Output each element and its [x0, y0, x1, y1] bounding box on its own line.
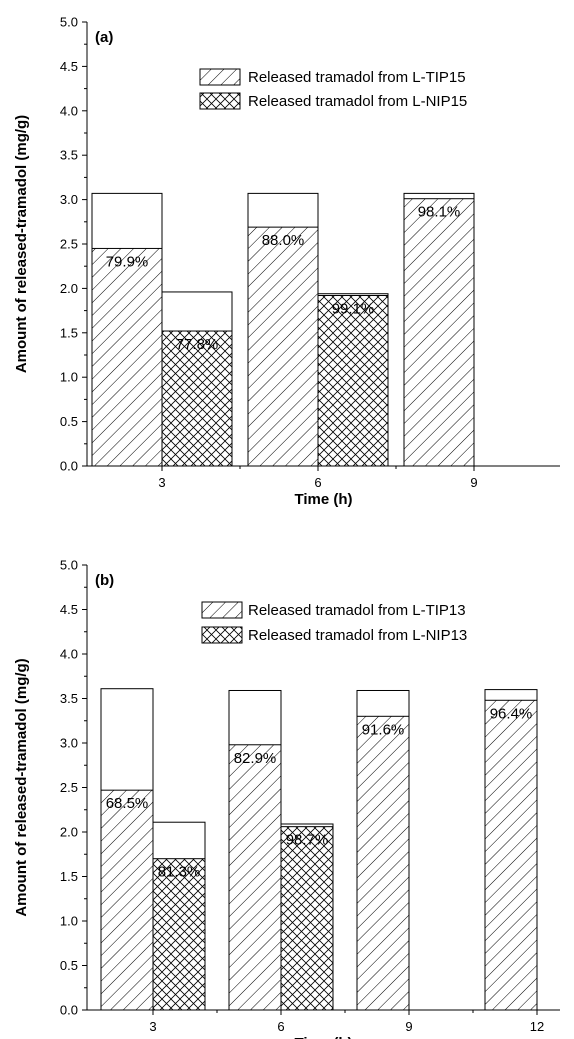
- bar-percent-label: 88.0%: [262, 232, 305, 249]
- y-axis-title: Amount of released-tramadol (mg/g): [13, 658, 30, 916]
- bar-percent-label: 77.8%: [176, 336, 219, 353]
- x-tick-label: 6: [314, 475, 321, 490]
- bar-released: [152, 858, 206, 1011]
- panel-label: (b): [95, 572, 114, 589]
- y-tick-label: 1.5: [60, 869, 78, 884]
- y-tick-label: 4.0: [60, 103, 78, 118]
- panel-label: (a): [95, 29, 113, 46]
- legend-label: Released tramadol from L-TIP13: [248, 602, 466, 619]
- y-tick-label: 3.5: [60, 691, 78, 706]
- y-tick-label: 0.5: [60, 958, 78, 973]
- bar-released: [100, 789, 154, 1011]
- legend-swatch: [199, 92, 241, 110]
- bar-percent-label: 98.1%: [418, 204, 461, 221]
- bar-percent-label: 68.5%: [106, 795, 149, 812]
- y-tick-label: 2.5: [60, 780, 78, 795]
- y-tick-label: 2.0: [60, 281, 78, 296]
- y-tick-label: 2.0: [60, 825, 78, 840]
- legend-swatch: [199, 68, 241, 86]
- bar-percent-label: 98.7%: [286, 832, 329, 849]
- y-tick-label: 3.5: [60, 148, 78, 163]
- y-tick-label: 0.0: [60, 459, 78, 474]
- x-tick-label: 6: [277, 1019, 284, 1034]
- y-tick-label: 4.0: [60, 647, 78, 662]
- bar-percent-label: 99.1%: [332, 301, 375, 318]
- y-tick-label: 4.5: [60, 59, 78, 74]
- x-tick-label: 9: [470, 475, 477, 490]
- x-tick-label: 3: [149, 1019, 156, 1034]
- bar-released: [403, 198, 475, 467]
- y-tick-label: 4.5: [60, 602, 78, 617]
- y-tick-label: 0.5: [60, 414, 78, 429]
- y-tick-label: 1.0: [60, 370, 78, 385]
- y-tick-label: 3.0: [60, 736, 78, 751]
- bar-percent-label: 91.6%: [362, 721, 405, 738]
- bar-percent-label: 81.3%: [158, 864, 201, 881]
- bar-released: [91, 247, 163, 467]
- bar-percent-label: 82.9%: [234, 750, 277, 767]
- bar-released: [317, 295, 389, 467]
- legend-swatch: [201, 601, 243, 619]
- y-tick-label: 5.0: [60, 15, 78, 30]
- x-tick-label: 3: [158, 475, 165, 490]
- y-tick-label: 1.5: [60, 325, 78, 340]
- legend-swatch: [201, 626, 243, 644]
- y-tick-label: 3.0: [60, 192, 78, 207]
- x-tick-label: 12: [530, 1019, 544, 1034]
- x-axis-title: Time (h): [294, 491, 352, 508]
- bar-percent-label: 79.9%: [106, 253, 149, 270]
- bar-released: [356, 715, 410, 1011]
- bar-released: [484, 699, 538, 1011]
- legend-label: Released tramadol from L-NIP13: [248, 627, 467, 644]
- y-tick-label: 5.0: [60, 558, 78, 573]
- chart-panel-a: 0.0 0.5 1.0 1.5 2.0 2.5 3.0 3.5 4.0 4.5 5.0 3 6 9 79.9…: [13, 15, 560, 508]
- x-axis-title: Time (h): [294, 1035, 352, 1039]
- bar-percent-label: 96.4%: [490, 705, 533, 722]
- legend-label: Released tramadol from L-TIP15: [248, 69, 466, 86]
- bar-released: [228, 744, 282, 1011]
- bar-released: [161, 330, 233, 467]
- bar-released: [280, 826, 334, 1011]
- y-tick-label: 2.5: [60, 237, 78, 252]
- legend-label: Released tramadol from L-NIP15: [248, 93, 467, 110]
- y-tick-label: 0.0: [60, 1003, 78, 1018]
- y-axis-title: Amount of released-tramadol (mg/g): [13, 115, 30, 373]
- bar-released: [247, 226, 319, 467]
- y-tick-label: 1.0: [60, 914, 78, 929]
- x-tick-label: 9: [405, 1019, 412, 1034]
- chart-panel-b: 0.0 0.5 1.0 1.5 2.0 2.5 3.0 3.5 4.0 4.5 5.0 3 6 9 12 68…: [13, 558, 560, 1039]
